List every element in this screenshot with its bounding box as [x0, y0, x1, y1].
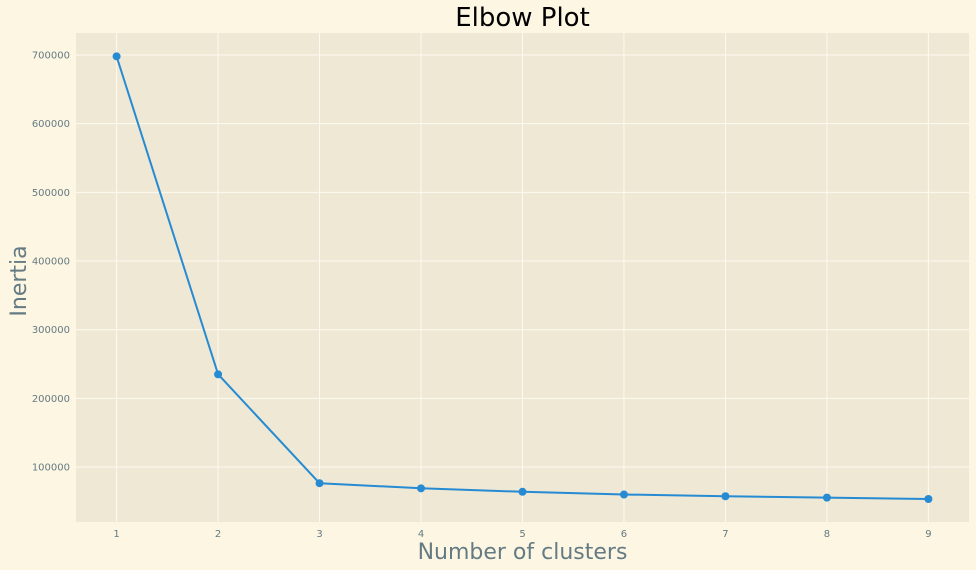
- data-point: [214, 370, 223, 379]
- y-tick-label: 600000: [32, 119, 70, 130]
- grid-lines: [76, 33, 969, 522]
- data-point: [924, 494, 933, 503]
- series-group: [112, 52, 933, 503]
- data-point: [822, 493, 831, 502]
- y-axis-ticks: 100000 200000 300000 400000 500000 600000 7000…: [32, 50, 70, 473]
- data-point: [721, 492, 730, 501]
- data-point: [417, 484, 426, 493]
- x-tick-label: 4: [418, 529, 424, 540]
- data-point: [112, 52, 121, 61]
- x-tick-label: 8: [824, 529, 830, 540]
- x-tick-label: 7: [722, 529, 728, 540]
- data-point: [518, 487, 527, 496]
- x-axis-label: Number of clusters: [418, 540, 628, 565]
- y-tick-label: 300000: [32, 325, 70, 336]
- y-tick-label: 700000: [32, 50, 70, 61]
- x-axis-ticks: 1 2 3 4 5 6 7 8 9: [113, 529, 931, 540]
- chart-title: Elbow Plot: [455, 3, 590, 33]
- x-tick-label: 5: [519, 529, 525, 540]
- x-tick-label: 2: [215, 529, 221, 540]
- data-point: [619, 490, 628, 499]
- x-tick-label: 3: [316, 529, 322, 540]
- y-tick-label: 100000: [32, 463, 70, 474]
- y-tick-label: 500000: [32, 188, 70, 199]
- x-tick-label: 6: [621, 529, 627, 540]
- x-tick-label: 9: [925, 529, 931, 540]
- x-tick-label: 1: [113, 529, 119, 540]
- y-axis-label: Inertia: [7, 245, 32, 316]
- y-tick-label: 200000: [32, 394, 70, 405]
- data-point: [315, 479, 324, 488]
- y-tick-label: 400000: [32, 257, 70, 268]
